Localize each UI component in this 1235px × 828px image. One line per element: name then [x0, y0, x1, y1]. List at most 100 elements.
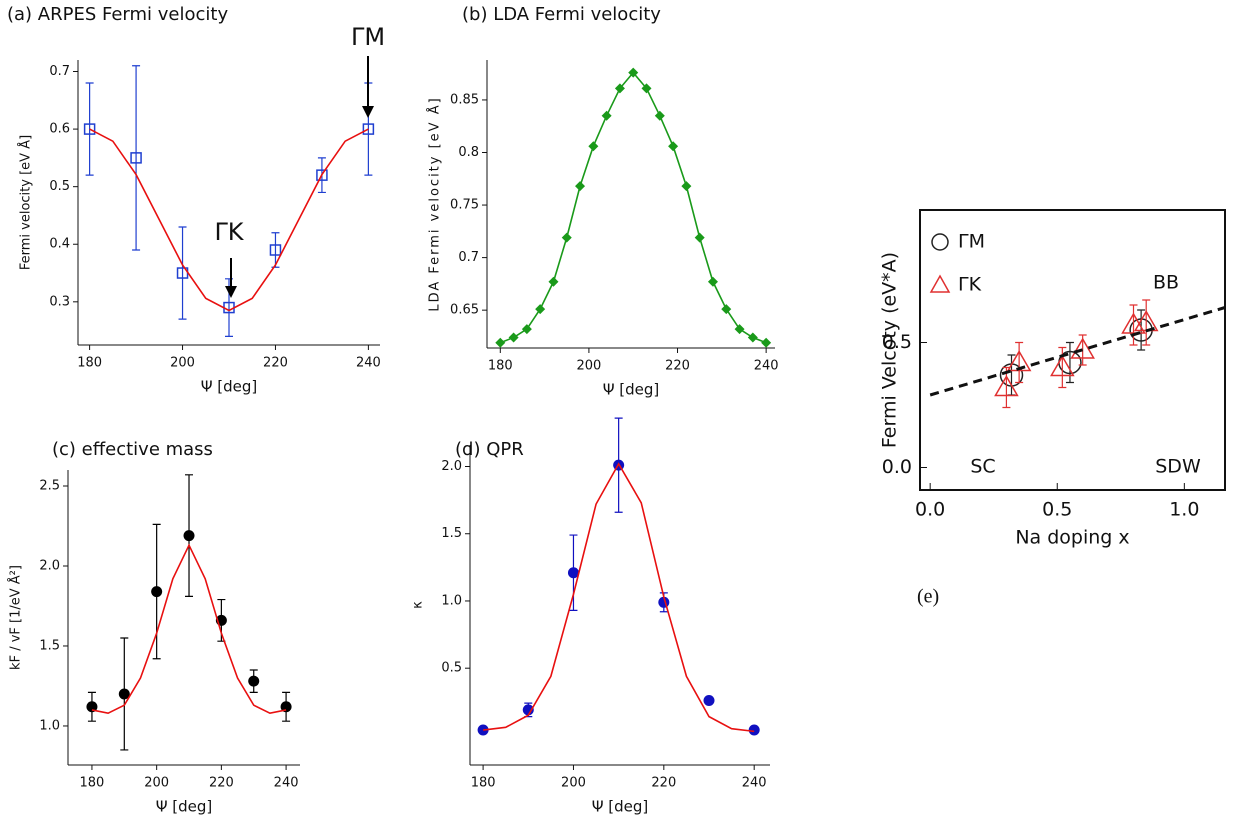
x-axis-label: Ψ [deg] — [592, 798, 649, 816]
error-bar — [178, 226, 187, 320]
y-tick-label: 0.0 — [882, 456, 912, 478]
marker — [748, 724, 760, 736]
error-bar — [271, 232, 280, 268]
y-tick-label: 0.75 — [450, 198, 479, 213]
y-axis-label: LDA Fermi velocity [eV Å] — [427, 96, 443, 311]
x-axis-label: Na doping x — [1015, 527, 1129, 549]
x-tick-label: 1.0 — [1169, 499, 1199, 521]
y-tick-label: 1.5 — [441, 526, 462, 541]
frame — [919, 209, 1226, 491]
y-tick-label: 0.7 — [458, 250, 479, 265]
x-tick-label: 180 — [488, 359, 513, 374]
marker — [535, 304, 546, 315]
annotation: ΓM — [351, 23, 385, 51]
marker — [694, 232, 705, 243]
error-bar — [132, 65, 141, 251]
marker — [316, 169, 328, 181]
marker — [1050, 355, 1075, 377]
arrow-head — [225, 286, 237, 298]
chart-title: (e) — [917, 586, 939, 608]
y-tick-label: 1.0 — [39, 718, 60, 733]
annotation: SDW — [1155, 456, 1201, 478]
marker — [522, 704, 534, 716]
marker — [269, 244, 282, 256]
arrow-head — [362, 106, 374, 118]
fit-curve — [483, 462, 755, 733]
legend-swatch — [929, 274, 951, 293]
y-tick-label: 2.0 — [39, 558, 60, 573]
marker — [561, 232, 572, 243]
marker — [641, 83, 652, 94]
x-tick-label: 220 — [651, 776, 676, 791]
error-bar — [1065, 341, 1074, 384]
fit-curve — [91, 543, 287, 715]
y-tick-label: 0.4 — [49, 237, 70, 252]
x-tick-label: 180 — [80, 776, 105, 791]
x-tick-label: 200 — [561, 776, 586, 791]
x-tick-label: 180 — [471, 776, 496, 791]
x-tick-label: 0.5 — [1042, 499, 1072, 521]
marker — [521, 324, 532, 335]
marker — [83, 123, 96, 135]
y-tick-label: 0.6 — [49, 122, 70, 137]
y-tick-label: 0.85 — [450, 92, 479, 107]
marker — [681, 181, 692, 192]
marker — [721, 304, 732, 315]
legend-label: ΓM — [958, 231, 985, 253]
y-tick-label: 2.0 — [441, 459, 462, 474]
y-tick-label: 0.5 — [882, 331, 912, 353]
y-tick-label: 2.5 — [39, 478, 60, 493]
marker — [548, 276, 559, 287]
annotation: BB — [1153, 272, 1179, 294]
annotation: ΓK — [214, 218, 244, 246]
marker — [183, 530, 195, 542]
marker — [703, 694, 715, 706]
x-tick-label: 220 — [209, 776, 234, 791]
x-axis-label: Ψ [deg] — [201, 378, 258, 396]
y-tick-label: 1.0 — [441, 593, 462, 608]
marker — [1006, 350, 1032, 372]
marker — [654, 110, 665, 121]
y-axis-label: Fermi Velcoty (eV*A) — [879, 252, 901, 448]
marker — [280, 701, 292, 713]
x-tick-label: 240 — [274, 776, 299, 791]
x-axis-label: Ψ [deg] — [603, 381, 660, 399]
x-tick-label: 200 — [576, 359, 601, 374]
marker — [495, 337, 506, 348]
x-tick-label: 240 — [356, 356, 381, 371]
x-tick-label: 200 — [170, 356, 195, 371]
y-tick-label: 0.65 — [450, 303, 479, 318]
y-tick-label: 0.5 — [441, 661, 462, 676]
marker — [248, 675, 260, 687]
marker — [747, 332, 758, 343]
marker — [508, 332, 519, 343]
x-tick-label: 240 — [742, 776, 767, 791]
marker — [130, 152, 142, 164]
y-tick-label: 0.5 — [49, 179, 70, 194]
marker — [707, 276, 718, 287]
legend-item: ΓK — [929, 274, 982, 296]
legend-label: ΓK — [958, 274, 982, 296]
marker — [761, 337, 772, 348]
y-tick-label: 1.5 — [39, 638, 60, 653]
chart-title: (d) QPR — [455, 439, 524, 460]
chart-title: (b) LDA Fermi velocity — [462, 4, 661, 25]
x-tick-label: 240 — [754, 359, 779, 374]
legend-swatch — [931, 233, 949, 251]
marker — [567, 567, 579, 579]
marker — [118, 688, 130, 700]
marker — [575, 181, 586, 192]
x-axis-label: Ψ [deg] — [156, 798, 213, 816]
y-tick-label: 0.3 — [49, 294, 70, 309]
marker — [601, 110, 612, 121]
y-tick-label: 0.8 — [458, 145, 479, 160]
marker — [628, 67, 639, 78]
marker — [86, 701, 98, 713]
marker — [734, 324, 745, 335]
marker — [151, 586, 163, 598]
y-tick-label: 0.7 — [49, 64, 70, 79]
legend-item: ΓM — [931, 231, 985, 253]
x-tick-label: 200 — [144, 776, 169, 791]
y-axis-label: kF / vF [1/eV Å²] — [8, 565, 24, 670]
